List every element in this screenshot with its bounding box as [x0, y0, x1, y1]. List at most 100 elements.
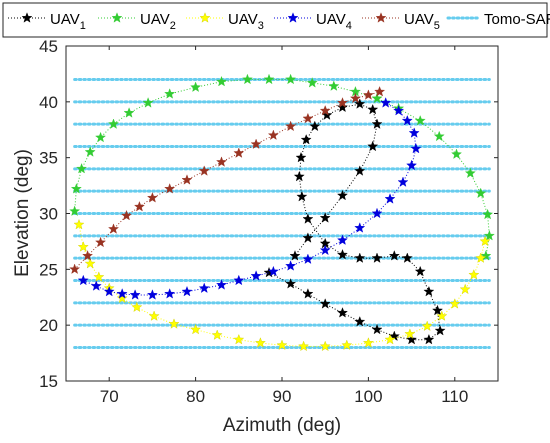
uav4-point: [181, 285, 193, 297]
uav3-point: [93, 271, 105, 282]
uav5-point: [349, 92, 361, 104]
series-uav3: [73, 218, 491, 352]
y-tick-label: 35: [39, 149, 58, 168]
legend-entry-uav3: UAV3: [186, 11, 264, 32]
y-tick-label: 15: [39, 372, 58, 391]
uav3-point: [449, 298, 461, 309]
uav1-point: [336, 189, 348, 201]
uav2-point: [164, 88, 176, 99]
uav5-line: [74, 91, 380, 270]
uav4-point: [336, 234, 348, 245]
uav2-point: [190, 81, 202, 92]
uav4-point: [380, 97, 392, 108]
uav1-point: [302, 288, 314, 299]
uav4-point: [406, 159, 418, 171]
uav2-point: [76, 163, 88, 174]
uav1-point: [354, 165, 366, 176]
uav1-point: [371, 118, 383, 129]
uav4-point: [410, 142, 422, 154]
legend-label: UAV2: [140, 11, 176, 32]
uav1-point: [285, 278, 297, 289]
uav3-point: [421, 320, 433, 331]
uav5-point: [319, 105, 331, 116]
y-tick-label: 45: [39, 37, 58, 56]
uav2-point: [328, 80, 340, 91]
uav3-point: [276, 339, 288, 350]
uav4-point: [116, 288, 128, 299]
uav3-point: [436, 310, 448, 321]
uav5-point: [108, 223, 120, 234]
uav4-point: [371, 207, 383, 219]
uav3-point: [298, 340, 310, 352]
series-uav5: [69, 86, 386, 274]
legend-entry-uav5: UAV5: [362, 11, 440, 32]
y-axis-label: Elevation (deg): [12, 149, 33, 277]
uav5-point: [362, 89, 374, 100]
series-uav4: [77, 97, 422, 300]
uav3-point: [479, 235, 491, 247]
y-tick-label: 20: [39, 316, 58, 335]
uav4-point: [354, 222, 366, 233]
legend-marker: [199, 12, 211, 23]
uav5-point: [374, 86, 386, 97]
uav3-point: [459, 283, 471, 295]
legend-box: [2, 2, 548, 38]
uav3-point: [468, 269, 480, 280]
uav4-point: [408, 127, 420, 138]
uav3-point: [362, 337, 374, 348]
uav2-point: [475, 187, 487, 199]
uav1-line: [268, 103, 441, 341]
uav1-point: [388, 250, 400, 261]
uav5-point: [285, 120, 297, 132]
uav4-point: [285, 260, 297, 271]
uav3-line: [78, 224, 486, 347]
legend-marker: [287, 12, 299, 23]
x-axis-label: Azimuth (deg): [223, 415, 341, 436]
legend-entry-uav2: UAV2: [98, 11, 176, 32]
uav2-point: [95, 131, 107, 143]
uav3-point: [341, 339, 353, 350]
legend-marker: [111, 12, 123, 23]
uav5-point: [302, 112, 314, 124]
uav3-point: [190, 323, 202, 335]
uav4-point: [397, 176, 409, 187]
uav5-point: [69, 263, 81, 274]
uav-trajectories: [69, 73, 495, 352]
uav1-point: [367, 103, 379, 115]
uav4-point: [103, 285, 115, 297]
uav5-point: [336, 97, 348, 108]
uav3-point: [384, 333, 396, 345]
uav1-point: [401, 252, 413, 263]
uav1-point: [371, 323, 383, 335]
uav3-point: [404, 328, 416, 339]
uav2-point: [285, 73, 297, 85]
legend-label: UAV4: [316, 11, 352, 32]
y-tick-label: 25: [39, 260, 58, 279]
x-tick-label: 100: [354, 387, 382, 406]
uav2-point: [123, 107, 135, 118]
uav1-point: [300, 134, 312, 145]
x-tick-label: 90: [273, 387, 292, 406]
x-tick-label: 80: [186, 387, 205, 406]
uav1-point: [354, 252, 366, 263]
uav4-point: [384, 193, 396, 204]
uav4-point: [129, 289, 141, 300]
uav5-point: [216, 156, 228, 167]
uav5-point: [181, 174, 193, 185]
uav1-point: [293, 170, 305, 182]
uav2-point: [263, 73, 275, 85]
legend: UAV1 UAV2 UAV3 UAV4 UAV5 Tomo-SAR: [2, 2, 550, 38]
x-tick-label: 70: [100, 387, 119, 406]
uav1-point: [367, 140, 379, 152]
uav1-point: [406, 333, 418, 345]
uav2-point: [70, 183, 82, 194]
uav2-point: [306, 77, 318, 88]
uav3-point: [319, 340, 331, 352]
uav4-line: [83, 102, 417, 296]
uav1-point: [296, 190, 308, 202]
uav1-point: [423, 333, 435, 345]
legend-marker: [21, 12, 33, 23]
tomo-sar-lines: [73, 78, 491, 349]
legend-label: UAV3: [228, 11, 264, 32]
